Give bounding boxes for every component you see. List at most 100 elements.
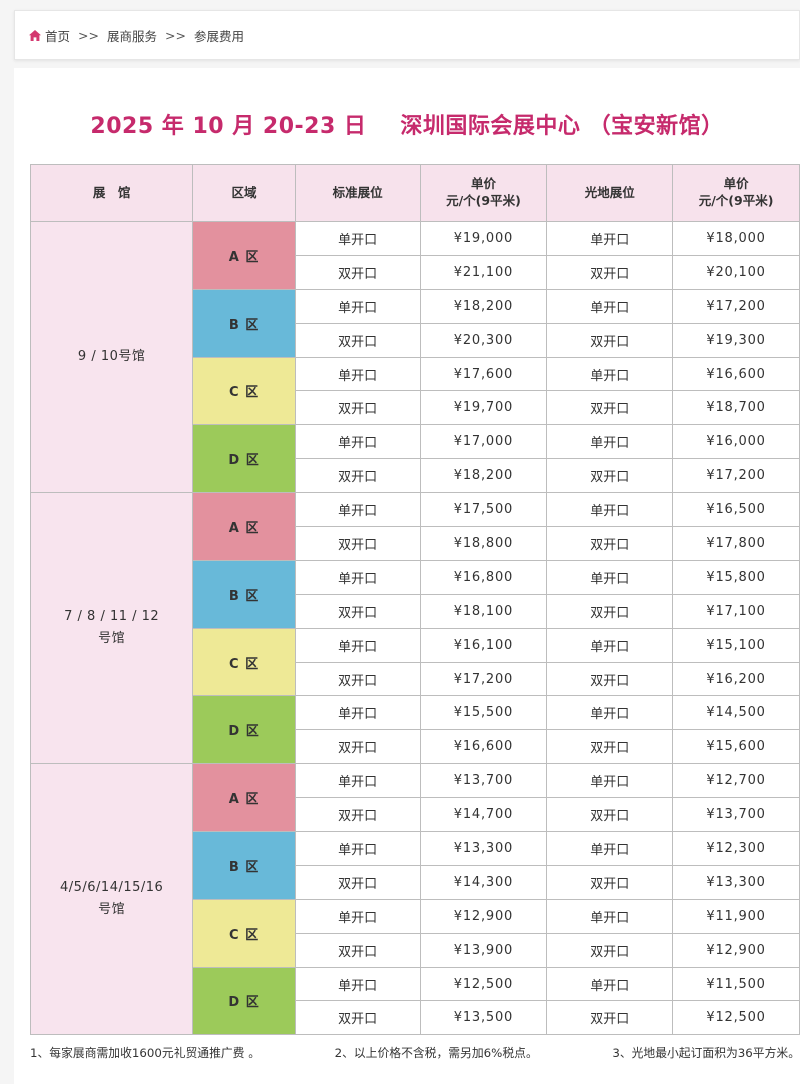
table-row: B 区单开口 ¥16,800 单开口 ¥15,800 bbox=[31, 559, 800, 629]
zone-cell: B 区 bbox=[192, 831, 296, 900]
home-icon bbox=[29, 29, 41, 41]
standard-price-cell: ¥15,500 bbox=[419, 695, 548, 731]
raw-space-type-cell: 双开口 bbox=[546, 797, 674, 833]
table-row: 双开口 ¥16,600 双开口 ¥15,600 bbox=[31, 729, 800, 765]
page-title: 2025 年 10 月 20-23 日 深圳国际会展中心 （宝安新馆） bbox=[14, 108, 800, 140]
standard-price-cell: ¥13,300 bbox=[419, 831, 548, 866]
breadcrumb-separator: >> bbox=[164, 27, 186, 43]
raw-price-cell: ¥17,100 bbox=[672, 593, 800, 629]
standard-price-cell: ¥18,100 bbox=[419, 593, 548, 629]
standard-price-cell: ¥17,200 bbox=[419, 661, 548, 697]
table-row: B 区单开口 ¥13,300 单开口 ¥12,300 bbox=[31, 831, 800, 900]
standard-price-cell: ¥17,000 bbox=[419, 424, 548, 460]
table-row: 双开口 ¥21,100 双开口 ¥20,100 bbox=[31, 254, 800, 290]
standard-booth-type-cell: 双开口 bbox=[294, 729, 421, 765]
zone-cell: C 区 bbox=[192, 627, 296, 697]
standard-booth-type-cell: 双开口 bbox=[294, 593, 421, 629]
standard-price-cell: ¥17,500 bbox=[419, 492, 548, 528]
header-zone: 区域 bbox=[192, 164, 296, 222]
standard-price-cell: ¥18,800 bbox=[419, 526, 548, 561]
event-date: 2025 年 10 月 20-23 日 bbox=[90, 114, 367, 139]
raw-space-type-cell: 双开口 bbox=[546, 661, 674, 697]
raw-price-cell: ¥18,000 bbox=[672, 221, 800, 256]
standard-booth-type-cell: 单开口 bbox=[294, 763, 421, 799]
standard-booth-type-cell: 单开口 bbox=[294, 898, 421, 934]
standard-booth-type-cell: 双开口 bbox=[294, 661, 421, 697]
note-item: 1、每家展商需加收1600元礼贸通推广费 。 bbox=[30, 1046, 261, 1060]
hall-name-cell: 4/5/6/14/15/16 号馆 bbox=[29, 763, 194, 1036]
raw-price-cell: ¥13,700 bbox=[672, 797, 800, 833]
table-row: D 区单开口 ¥17,000 单开口 ¥16,000 bbox=[31, 424, 800, 494]
standard-booth-type-cell: 双开口 bbox=[294, 322, 421, 358]
standard-booth-type-cell: 双开口 bbox=[294, 932, 421, 968]
breadcrumb-exhibitor-services-link[interactable]: 展商服务 bbox=[106, 28, 157, 44]
table-row: 双开口 ¥19,700 双开口 ¥18,700 bbox=[31, 390, 800, 426]
raw-space-type-cell: 单开口 bbox=[546, 221, 674, 256]
standard-booth-type-cell: 双开口 bbox=[294, 254, 421, 290]
raw-price-cell: ¥17,200 bbox=[672, 458, 800, 494]
price-table: 展 馆 区域 标准展位 单价 元/个(9平米) 光地展位 单价 元/个(9平米) 9… bbox=[29, 164, 800, 1036]
header-raw-space: 光地展位 bbox=[546, 164, 674, 222]
standard-price-cell: ¥21,100 bbox=[419, 254, 548, 290]
breadcrumb-current-page: 参展费用 bbox=[193, 28, 244, 44]
note-item: 2、以上价格不含税，需另加6%税点。 bbox=[334, 1046, 538, 1060]
raw-space-type-cell: 单开口 bbox=[546, 288, 674, 324]
raw-space-type-cell: 双开口 bbox=[546, 390, 674, 426]
raw-price-cell: ¥16,500 bbox=[672, 492, 800, 528]
standard-price-cell: ¥13,500 bbox=[419, 1000, 548, 1036]
standard-booth-type-cell: 双开口 bbox=[294, 390, 421, 426]
standard-booth-type-cell: 单开口 bbox=[294, 356, 421, 392]
event-venue: 深圳国际会展中心 （宝安新馆） bbox=[400, 114, 724, 139]
standard-price-cell: ¥20,300 bbox=[419, 322, 548, 358]
table-row: 7 / 8 / 11 / 12 号馆 A 区单开口 ¥17,500 单开口 ¥16,50… bbox=[29, 492, 800, 765]
raw-space-type-cell: 单开口 bbox=[546, 831, 674, 866]
zone-cell: D 区 bbox=[192, 424, 296, 494]
standard-booth-type-cell: 双开口 bbox=[294, 526, 421, 561]
table-row: 9 / 10号馆 A 区单开口 ¥19,000 单开口 ¥18,000 bbox=[29, 220, 800, 494]
raw-price-cell: ¥12,300 bbox=[672, 831, 800, 866]
raw-price-cell: ¥14,500 bbox=[672, 695, 800, 731]
standard-booth-type-cell: 双开口 bbox=[294, 458, 421, 494]
table-row: D 区单开口 ¥15,500 单开口 ¥14,500 bbox=[31, 695, 800, 765]
standard-booth-type-cell: 单开口 bbox=[294, 221, 421, 256]
raw-price-cell: ¥20,100 bbox=[672, 254, 800, 290]
zone-cell: A 区 bbox=[192, 763, 296, 833]
raw-space-type-cell: 单开口 bbox=[546, 424, 674, 460]
standard-booth-type-cell: 单开口 bbox=[294, 966, 421, 1002]
table-row: D 区单开口 ¥12,500 单开口 ¥11,500 bbox=[31, 966, 800, 1036]
raw-price-cell: ¥15,600 bbox=[672, 729, 800, 765]
header-standard-booth: 标准展位 bbox=[294, 164, 421, 222]
raw-space-type-cell: 双开口 bbox=[546, 254, 674, 290]
table-row: 双开口 ¥14,300 双开口 ¥13,300 bbox=[31, 864, 800, 900]
standard-price-cell: ¥18,200 bbox=[419, 458, 548, 494]
standard-price-cell: ¥12,900 bbox=[419, 898, 548, 934]
raw-space-type-cell: 双开口 bbox=[546, 593, 674, 629]
raw-space-type-cell: 单开口 bbox=[546, 898, 674, 934]
standard-booth-type-cell: 单开口 bbox=[294, 492, 421, 528]
raw-price-cell: ¥16,000 bbox=[672, 424, 800, 460]
hall-name-cell: 9 / 10号馆 bbox=[29, 220, 194, 494]
standard-price-cell: ¥14,700 bbox=[419, 797, 548, 833]
raw-price-cell: ¥12,700 bbox=[672, 763, 800, 799]
standard-price-cell: ¥16,800 bbox=[419, 559, 548, 595]
standard-booth-type-cell: 单开口 bbox=[294, 627, 421, 663]
standard-price-cell: ¥14,300 bbox=[419, 864, 548, 900]
raw-price-cell: ¥12,500 bbox=[672, 1000, 800, 1036]
standard-booth-type-cell: 单开口 bbox=[294, 831, 421, 866]
header-hall: 展 馆 bbox=[29, 164, 194, 222]
raw-space-type-cell: 单开口 bbox=[546, 966, 674, 1002]
zone-cell: A 区 bbox=[192, 492, 296, 561]
raw-space-type-cell: 双开口 bbox=[546, 322, 674, 358]
standard-price-cell: ¥13,900 bbox=[419, 932, 548, 968]
raw-price-cell: ¥16,600 bbox=[672, 356, 800, 392]
zone-cell: C 区 bbox=[192, 356, 296, 426]
table-row: 双开口 ¥17,200 双开口 ¥16,200 bbox=[31, 661, 800, 697]
table-row: C 区单开口 ¥17,600 单开口 ¥16,600 bbox=[31, 356, 800, 426]
raw-space-type-cell: 单开口 bbox=[546, 695, 674, 731]
table-row: 双开口 ¥13,500 双开口 ¥12,500 bbox=[31, 1000, 800, 1036]
table-row: 双开口 ¥18,200 双开口 ¥17,200 bbox=[31, 458, 800, 494]
raw-space-type-cell: 双开口 bbox=[546, 526, 674, 561]
note-item: 3、光地最小起订面积为36平方米。 bbox=[612, 1046, 800, 1060]
breadcrumb-home-link[interactable]: 首页 bbox=[45, 28, 71, 44]
table-header-row: 展 馆 区域 标准展位 单价 元/个(9平米) 光地展位 单价 元/个(9平米) bbox=[29, 164, 800, 222]
